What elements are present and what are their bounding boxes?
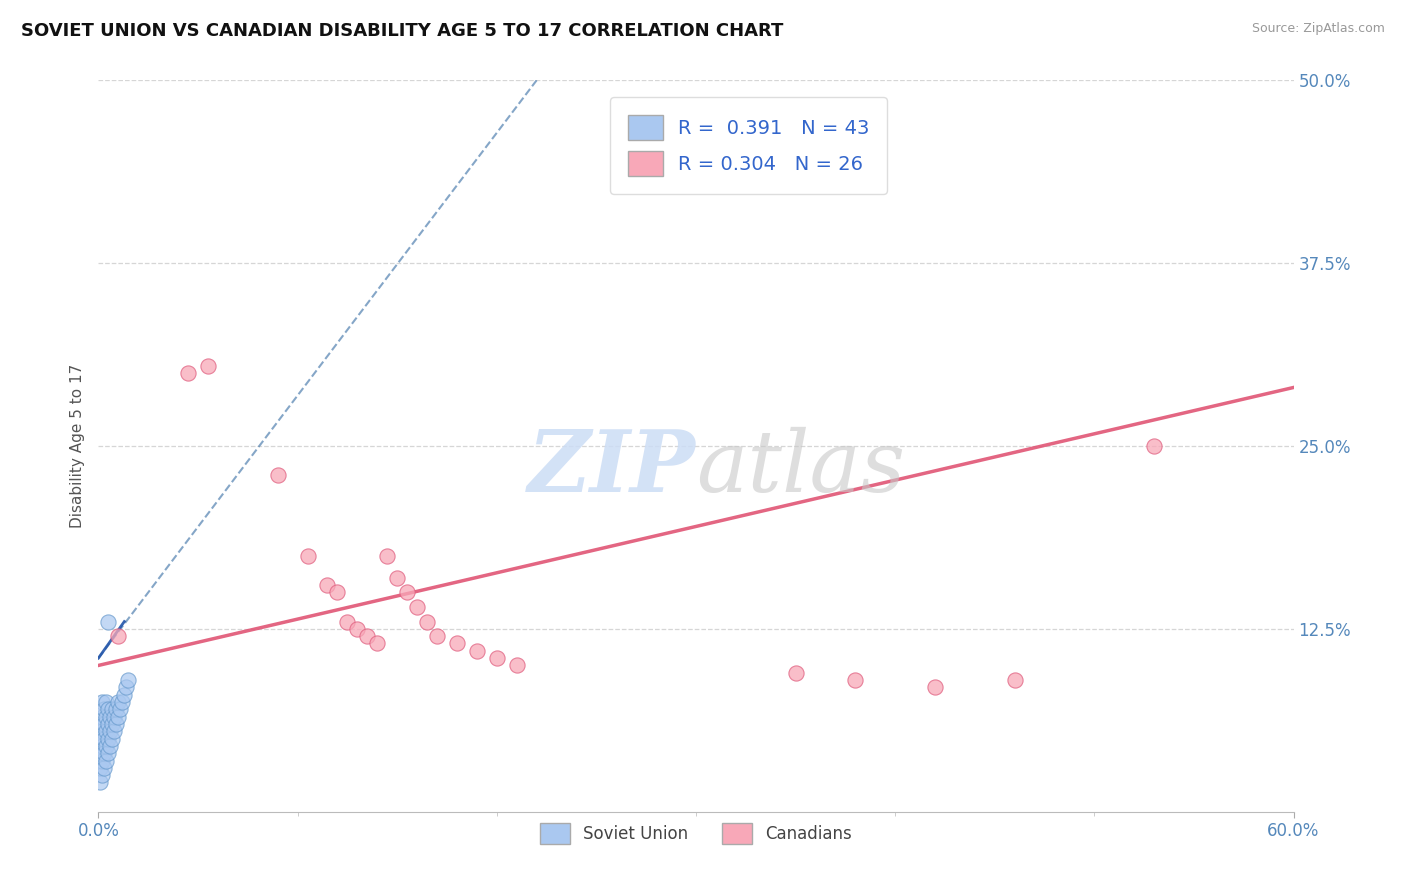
Point xyxy=(375,549,398,563)
Point xyxy=(506,658,529,673)
Point xyxy=(107,629,129,643)
Point xyxy=(112,688,135,702)
Point xyxy=(465,644,488,658)
Point xyxy=(96,754,118,768)
Point xyxy=(105,717,128,731)
Point xyxy=(97,746,120,760)
Legend: Soviet Union, Canadians: Soviet Union, Canadians xyxy=(533,816,859,851)
Point xyxy=(97,702,120,716)
Point xyxy=(91,724,114,739)
Point xyxy=(89,761,111,775)
Point xyxy=(316,578,339,592)
Y-axis label: Disability Age 5 to 17: Disability Age 5 to 17 xyxy=(69,364,84,528)
Text: SOVIET UNION VS CANADIAN DISABILITY AGE 5 TO 17 CORRELATION CHART: SOVIET UNION VS CANADIAN DISABILITY AGE … xyxy=(21,22,783,40)
Point xyxy=(115,681,138,695)
Point xyxy=(98,724,122,739)
Point xyxy=(103,709,125,723)
Point xyxy=(89,717,111,731)
Point xyxy=(111,695,134,709)
Point xyxy=(844,673,866,687)
Point xyxy=(91,768,114,782)
Point xyxy=(346,622,368,636)
Point xyxy=(97,717,120,731)
Point xyxy=(924,681,946,695)
Point xyxy=(93,702,115,716)
Point xyxy=(98,709,122,723)
Point xyxy=(385,571,409,585)
Point xyxy=(96,724,118,739)
Point xyxy=(117,673,139,687)
Point xyxy=(267,468,290,483)
Text: Source: ZipAtlas.com: Source: ZipAtlas.com xyxy=(1251,22,1385,36)
Point xyxy=(785,665,807,680)
Point xyxy=(91,739,114,753)
Point xyxy=(96,709,118,723)
Point xyxy=(107,709,129,723)
Point xyxy=(105,702,128,716)
Point xyxy=(93,731,115,746)
Point xyxy=(89,731,111,746)
Point xyxy=(96,739,118,753)
Point xyxy=(97,731,120,746)
Point xyxy=(89,775,111,789)
Point xyxy=(103,724,125,739)
Point xyxy=(96,695,118,709)
Point xyxy=(93,717,115,731)
Point xyxy=(97,615,120,629)
Point xyxy=(406,599,429,614)
Point xyxy=(98,739,122,753)
Point xyxy=(89,746,111,760)
Point xyxy=(91,754,114,768)
Point xyxy=(101,717,124,731)
Point xyxy=(93,761,115,775)
Point xyxy=(110,702,132,716)
Point xyxy=(91,695,114,709)
Point xyxy=(1143,439,1166,453)
Point xyxy=(396,585,419,599)
Point xyxy=(416,615,439,629)
Point xyxy=(446,636,468,650)
Point xyxy=(101,731,124,746)
Point xyxy=(426,629,449,643)
Point xyxy=(366,636,388,650)
Point xyxy=(93,746,115,760)
Point xyxy=(197,359,219,373)
Text: atlas: atlas xyxy=(696,426,905,509)
Point xyxy=(297,549,319,563)
Point xyxy=(1004,673,1026,687)
Point xyxy=(356,629,378,643)
Point xyxy=(91,709,114,723)
Point xyxy=(101,702,124,716)
Point xyxy=(485,651,508,665)
Text: ZIP: ZIP xyxy=(529,426,696,509)
Point xyxy=(107,695,129,709)
Point xyxy=(326,585,349,599)
Point xyxy=(177,366,200,380)
Point xyxy=(336,615,359,629)
